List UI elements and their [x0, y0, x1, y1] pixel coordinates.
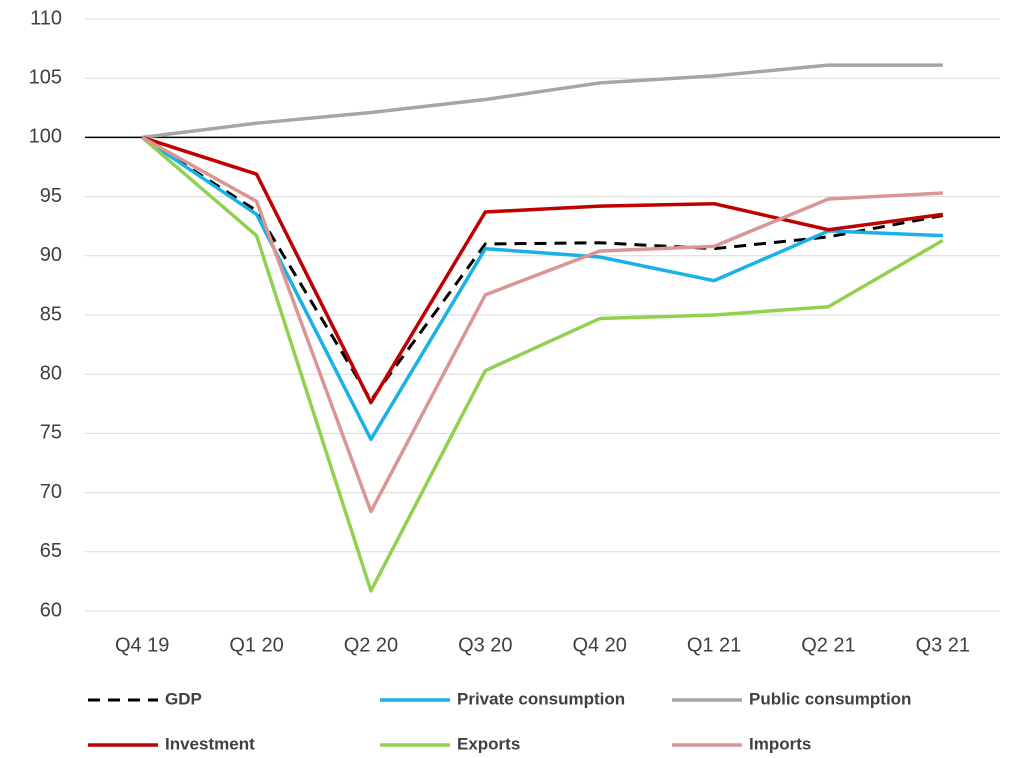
- legend-label: Investment: [165, 734, 255, 753]
- legend-label: GDP: [165, 689, 202, 708]
- y-tick-label: 65: [40, 540, 62, 562]
- y-tick-label: 90: [40, 244, 62, 266]
- line-series: [141, 135, 943, 514]
- x-tick-label: Q3 21: [916, 634, 970, 656]
- legend-label: Private consumption: [457, 689, 625, 708]
- line-series: [141, 136, 944, 593]
- y-tick-label: 80: [40, 362, 62, 384]
- y-tick-label: 95: [40, 185, 62, 207]
- legend-label: Public consumption: [749, 689, 911, 708]
- y-tick-label: 70: [40, 481, 62, 503]
- x-tick-label: Q4 19: [115, 634, 169, 656]
- line-series: [141, 136, 944, 402]
- y-tick-label: 110: [30, 7, 62, 29]
- x-tick-label: Q2 20: [344, 634, 398, 656]
- legend-label: Exports: [457, 734, 520, 753]
- y-tick-label: 100: [29, 126, 62, 148]
- x-tick-label: Q3 20: [458, 634, 512, 656]
- line-series: [141, 63, 943, 140]
- legend-label: Imports: [749, 734, 811, 753]
- line-series: [141, 135, 944, 405]
- x-tick-label: Q2 21: [801, 634, 855, 656]
- y-tick-label: 60: [40, 599, 62, 621]
- y-tick-label: 85: [40, 303, 62, 325]
- x-tick-label: Q4 20: [572, 634, 626, 656]
- x-tick-label: Q1 21: [687, 634, 741, 656]
- y-tick-label: 105: [29, 66, 62, 88]
- x-tick-label: Q1 20: [229, 634, 283, 656]
- y-tick-label: 75: [40, 422, 62, 444]
